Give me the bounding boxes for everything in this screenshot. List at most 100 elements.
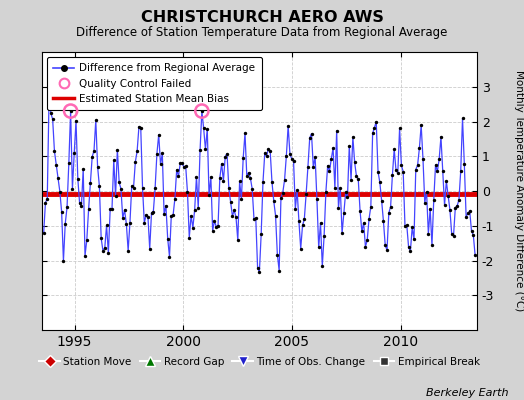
- Point: [61, 220, 69, 227]
- Point: [147, 209, 156, 216]
- Point: [206, 174, 215, 180]
- Point: [464, 210, 472, 217]
- Point: [192, 174, 201, 180]
- Point: [433, 168, 442, 175]
- Point: [405, 244, 413, 250]
- Point: [309, 164, 318, 171]
- Y-axis label: Monthly Temperature Anomaly Difference (°C): Monthly Temperature Anomaly Difference (…: [514, 70, 523, 312]
- Point: [124, 247, 133, 254]
- Point: [172, 166, 181, 173]
- Point: [241, 130, 249, 136]
- Point: [137, 124, 145, 131]
- Point: [316, 220, 325, 226]
- Point: [149, 209, 158, 215]
- Point: [225, 185, 233, 191]
- Point: [239, 155, 247, 161]
- Point: [131, 159, 139, 165]
- Point: [351, 159, 359, 166]
- Point: [260, 150, 269, 156]
- Point: [277, 194, 285, 201]
- Point: [390, 146, 398, 152]
- Point: [282, 153, 290, 159]
- Point: [402, 222, 411, 228]
- Point: [67, 108, 75, 114]
- Point: [74, 176, 82, 182]
- Point: [230, 207, 238, 214]
- Point: [311, 153, 319, 160]
- Point: [244, 169, 253, 176]
- Point: [68, 186, 77, 192]
- Point: [257, 231, 265, 237]
- Point: [377, 198, 386, 204]
- Point: [183, 189, 192, 195]
- Text: CHRISTCHURCH AERO AWS: CHRISTCHURCH AERO AWS: [140, 10, 384, 25]
- Point: [359, 220, 368, 226]
- Point: [368, 130, 377, 136]
- Point: [234, 237, 242, 244]
- Point: [467, 228, 476, 234]
- Point: [86, 180, 95, 186]
- Point: [397, 162, 406, 169]
- Point: [174, 173, 183, 180]
- Point: [178, 160, 186, 167]
- Point: [180, 164, 188, 170]
- Text: Berkeley Earth: Berkeley Earth: [426, 388, 508, 398]
- Point: [39, 230, 48, 236]
- Point: [151, 185, 159, 191]
- Point: [436, 134, 445, 140]
- Point: [381, 242, 389, 248]
- Point: [269, 198, 278, 204]
- Point: [394, 170, 402, 176]
- Point: [401, 223, 409, 230]
- Point: [254, 264, 262, 271]
- Point: [121, 207, 129, 213]
- Point: [101, 244, 109, 251]
- Point: [342, 189, 350, 196]
- Point: [54, 175, 62, 182]
- Point: [221, 154, 230, 160]
- Point: [112, 193, 120, 199]
- Point: [422, 188, 431, 195]
- Point: [181, 163, 190, 169]
- Point: [264, 145, 272, 152]
- Point: [289, 158, 298, 164]
- Point: [81, 252, 89, 259]
- Point: [286, 151, 294, 158]
- Point: [430, 197, 438, 203]
- Point: [97, 235, 105, 242]
- Point: [58, 209, 66, 215]
- Point: [52, 162, 60, 168]
- Point: [205, 192, 213, 198]
- Point: [152, 150, 161, 157]
- Point: [72, 118, 80, 124]
- Point: [64, 160, 73, 166]
- Point: [144, 214, 152, 220]
- Point: [167, 212, 176, 219]
- Point: [354, 176, 363, 182]
- Point: [455, 197, 463, 203]
- Point: [419, 156, 427, 162]
- Point: [313, 196, 321, 202]
- Point: [217, 160, 226, 167]
- Point: [392, 167, 400, 174]
- Point: [93, 164, 102, 170]
- Point: [322, 188, 330, 195]
- Point: [279, 190, 287, 196]
- Point: [314, 244, 323, 251]
- Point: [293, 187, 301, 193]
- Point: [460, 161, 468, 167]
- Point: [352, 173, 361, 179]
- Point: [216, 174, 224, 181]
- Point: [370, 124, 379, 131]
- Point: [79, 166, 88, 172]
- Point: [146, 246, 154, 252]
- Point: [462, 213, 471, 220]
- Point: [228, 213, 237, 219]
- Point: [300, 216, 309, 222]
- Point: [45, 94, 53, 100]
- Point: [365, 216, 373, 222]
- Point: [140, 220, 148, 226]
- Point: [223, 150, 231, 157]
- Point: [214, 223, 222, 229]
- Point: [347, 176, 355, 183]
